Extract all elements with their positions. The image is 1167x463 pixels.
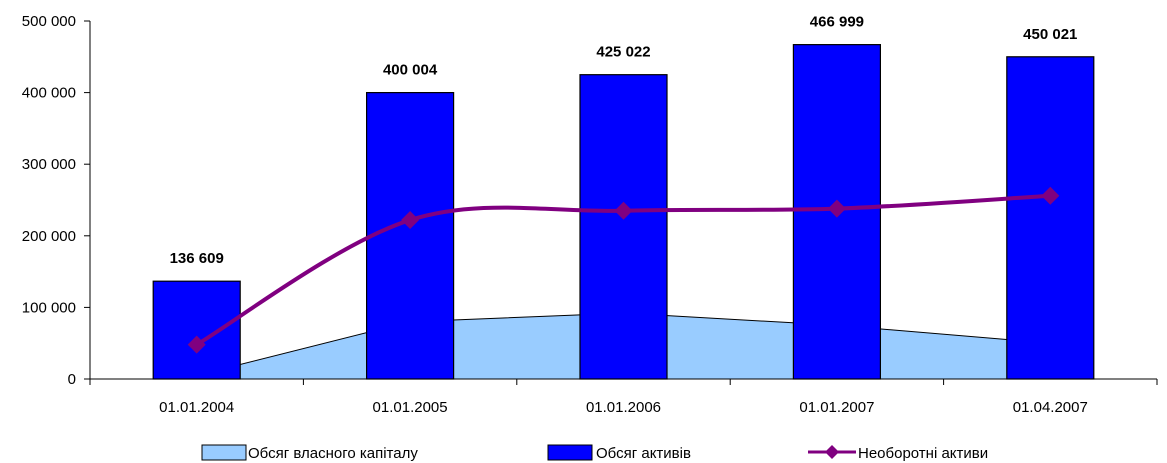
y-tick-label-0: 0 — [68, 371, 76, 388]
data-label-assets-0: 136 609 — [170, 250, 224, 267]
legend-swatch-assets — [547, 444, 593, 461]
bar-assets-4 — [1006, 56, 1095, 380]
bar-assets-0 — [152, 280, 241, 380]
legend-swatch-equity — [201, 444, 247, 461]
marker-fixed-assets-1 — [401, 211, 420, 230]
bar-assets-2 — [579, 74, 668, 380]
marker-fixed-assets-2 — [614, 201, 633, 220]
legend-marker-diamond — [825, 445, 839, 459]
axis-layer: 0 100 000 200 000 300 000 400 000 500 000 01.0… — [22, 13, 1158, 416]
y-tick-label-2: 200 000 — [22, 228, 76, 245]
data-label-assets-3: 466 999 — [810, 14, 864, 31]
x-tick-label-3: 01.01.2007 — [799, 399, 874, 416]
data-label-assets-2: 425 022 — [596, 44, 650, 61]
bar-assets-1 — [366, 91, 455, 380]
marker-fixed-assets-4 — [1041, 186, 1060, 205]
x-tick-label-4: 01.04.2007 — [1013, 399, 1088, 416]
legend-label-assets: Обсяг активів — [596, 445, 691, 462]
line-layer — [187, 186, 1060, 354]
marker-fixed-assets-0 — [187, 335, 206, 354]
x-tick-label-2: 01.01.2006 — [586, 399, 661, 416]
legend-label-fixed-assets: Необоротні активи — [858, 445, 988, 462]
label-layer: 136 609 400 004 425 022 466 999 450 021 — [170, 14, 1078, 268]
legend: Обсяг власного капіталу Обсяг активів Не… — [201, 444, 988, 462]
y-tick-label-4: 400 000 — [22, 85, 76, 102]
data-label-assets-1: 400 004 — [383, 62, 438, 79]
x-tick-label-0: 01.01.2004 — [159, 399, 234, 416]
legend-label-equity: Обсяг власного капіталу — [248, 445, 418, 462]
data-label-assets-4: 450 021 — [1023, 26, 1077, 43]
y-tick-label-3: 300 000 — [22, 156, 76, 173]
bar-layer — [152, 44, 1095, 380]
y-tick-label-5: 500 000 — [22, 13, 76, 30]
x-tick-label-1: 01.01.2005 — [373, 399, 448, 416]
marker-fixed-assets-3 — [827, 199, 846, 218]
y-tick-label-1: 100 000 — [22, 299, 76, 316]
